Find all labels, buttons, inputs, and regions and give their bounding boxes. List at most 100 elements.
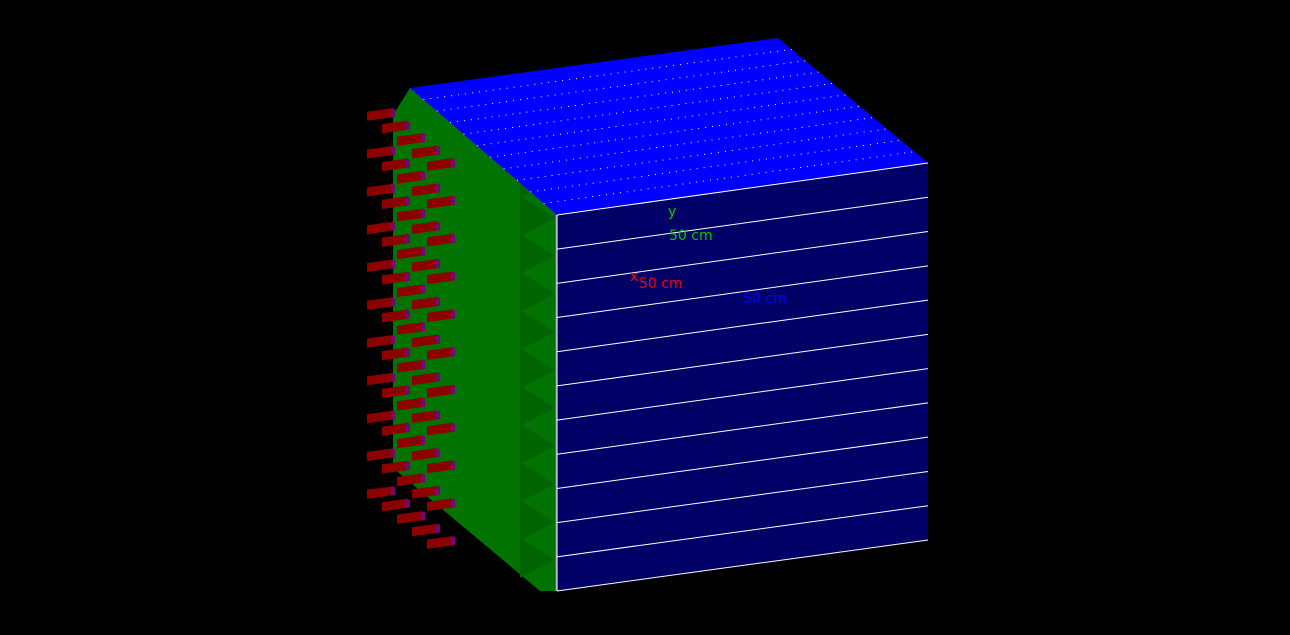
connector-body	[397, 397, 423, 411]
connector-cap	[451, 234, 455, 243]
connector-cap	[391, 373, 395, 383]
front-slab-line	[556, 402, 929, 455]
front-slab-line	[556, 470, 929, 524]
connector-body	[397, 359, 423, 373]
connector-cap	[421, 133, 425, 143]
connector-body	[427, 158, 453, 171]
connector-cap	[451, 536, 455, 546]
connector-body	[427, 422, 453, 436]
front-slab-line	[556, 299, 929, 353]
connector-cap	[436, 524, 440, 533]
connector-cap	[421, 474, 425, 483]
connector-body	[367, 108, 393, 121]
connector-cap	[391, 184, 395, 194]
connector-cap	[451, 499, 455, 508]
side-panel-facet	[520, 348, 555, 388]
connector-cap	[421, 209, 425, 219]
connector-body	[427, 233, 453, 247]
connector-body	[367, 448, 393, 462]
side-panel-facet	[520, 272, 555, 312]
connector-cap	[451, 310, 455, 319]
z-axis-length-label: 50 cm	[743, 291, 787, 307]
top-face	[410, 38, 928, 215]
connector-cap	[391, 146, 395, 156]
side-panel-facet	[520, 424, 555, 464]
connector-body	[412, 448, 438, 461]
front-slab-line	[556, 436, 929, 489]
connector-body	[382, 271, 408, 285]
connector-cap	[406, 196, 410, 206]
connector-cap	[451, 385, 455, 395]
front-face-surface	[557, 163, 928, 591]
connector-body	[427, 460, 453, 474]
connector-body	[427, 347, 453, 360]
connector-body	[397, 284, 423, 297]
connector-body	[412, 485, 438, 499]
connector-body	[412, 523, 438, 537]
connector-cap	[406, 310, 410, 319]
connector-body	[427, 384, 453, 398]
connector-body	[397, 435, 423, 449]
connector-body	[367, 410, 393, 424]
connector-body	[367, 486, 393, 499]
connector-cap	[421, 511, 425, 521]
connector-body	[427, 309, 453, 322]
connector-cap	[391, 297, 395, 307]
connector-cap	[391, 449, 395, 458]
connector-cap	[436, 184, 440, 193]
connector-body	[412, 296, 438, 310]
connector-body	[397, 322, 423, 335]
connector-cap	[436, 221, 440, 231]
connector-cap	[421, 398, 425, 408]
connector-body	[382, 385, 408, 398]
connector-cap	[421, 247, 425, 256]
front-slab-line	[556, 265, 929, 319]
connector-body	[397, 246, 423, 260]
connector-array	[367, 108, 455, 549]
connector-cap	[451, 272, 455, 281]
connector-body	[412, 145, 438, 159]
front-slab-line	[556, 368, 929, 421]
connector-cap	[421, 436, 425, 445]
front-face	[556, 162, 929, 592]
side-panel-facet	[520, 196, 555, 236]
connector-body	[427, 271, 453, 285]
front-slab-line	[556, 196, 929, 250]
connector-body	[367, 372, 393, 386]
side-panel-facet	[520, 386, 555, 426]
x-axis-letter: x	[630, 269, 638, 285]
front-slab-line	[556, 333, 929, 387]
connector-cap	[406, 499, 410, 508]
connector-body	[427, 536, 453, 549]
front-slab-line	[556, 505, 929, 558]
connector-cap	[436, 448, 440, 458]
connector-cap	[406, 272, 410, 282]
connector-cap	[436, 410, 440, 420]
connector-cap	[436, 146, 440, 155]
connector-cap	[406, 385, 410, 395]
connector-body	[367, 334, 393, 348]
connector-cap	[391, 335, 395, 345]
connector-body	[382, 423, 408, 436]
connector-cap	[451, 196, 455, 206]
connector-body	[397, 170, 423, 184]
connector-cap	[436, 297, 440, 307]
connector-cap	[451, 461, 455, 470]
connector-body	[382, 460, 408, 474]
side-panel-facet	[520, 538, 555, 578]
connector-body	[397, 511, 423, 524]
connector-body	[397, 208, 423, 222]
connector-cap	[451, 347, 455, 357]
side-panel-facet	[520, 462, 555, 502]
axes-indicator: y 50 cm x 50 cm 50 cm	[630, 204, 787, 307]
y-axis-length-label: 50 cm	[669, 228, 713, 244]
connector-body	[367, 297, 393, 310]
connector-body	[427, 195, 453, 209]
connector-body	[412, 334, 438, 348]
top-face-surface	[410, 38, 928, 215]
connector-cap	[421, 171, 425, 181]
connector-body	[412, 372, 438, 386]
connector-cap	[391, 486, 395, 496]
connector-cap	[406, 121, 410, 130]
